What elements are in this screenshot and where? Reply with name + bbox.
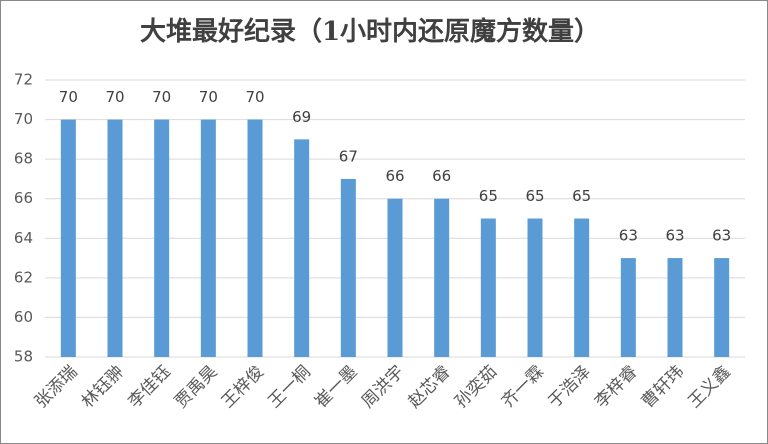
y-tick-label: 68 [14,150,33,168]
data-label: 63 [712,227,731,245]
bar [480,218,496,357]
bar [200,119,216,357]
data-label: 70 [199,88,218,106]
data-label: 65 [479,187,498,205]
y-tick-label: 64 [14,229,33,247]
bar [294,139,310,357]
data-label: 66 [432,167,451,185]
bar [154,119,170,357]
bar [527,218,543,357]
data-label: 67 [339,147,358,165]
y-tick-label: 72 [14,71,33,89]
data-label: 65 [525,187,544,205]
data-label: 65 [572,187,591,205]
bar [60,119,76,357]
bar [247,119,263,357]
bar [620,258,636,357]
data-label: 69 [292,108,311,126]
data-label: 66 [385,167,404,185]
bar [667,258,683,357]
bar [714,258,730,357]
data-label: 63 [665,227,684,245]
data-label: 70 [152,88,171,106]
y-tick-label: 66 [14,189,33,207]
data-label: 63 [619,227,638,245]
bar [574,218,590,357]
data-label: 70 [59,88,78,106]
y-tick-label: 62 [14,268,33,286]
y-tick-label: 58 [14,348,33,366]
y-tick-label: 70 [14,110,33,128]
bar [387,198,403,357]
data-label: 70 [105,88,124,106]
bar [340,178,356,357]
data-label: 70 [245,88,264,106]
chart-title: 大堆最好纪录（1小时内还原魔方数量） [140,16,600,47]
bar [107,119,123,357]
bar [434,198,450,357]
y-tick-label: 60 [14,308,33,326]
